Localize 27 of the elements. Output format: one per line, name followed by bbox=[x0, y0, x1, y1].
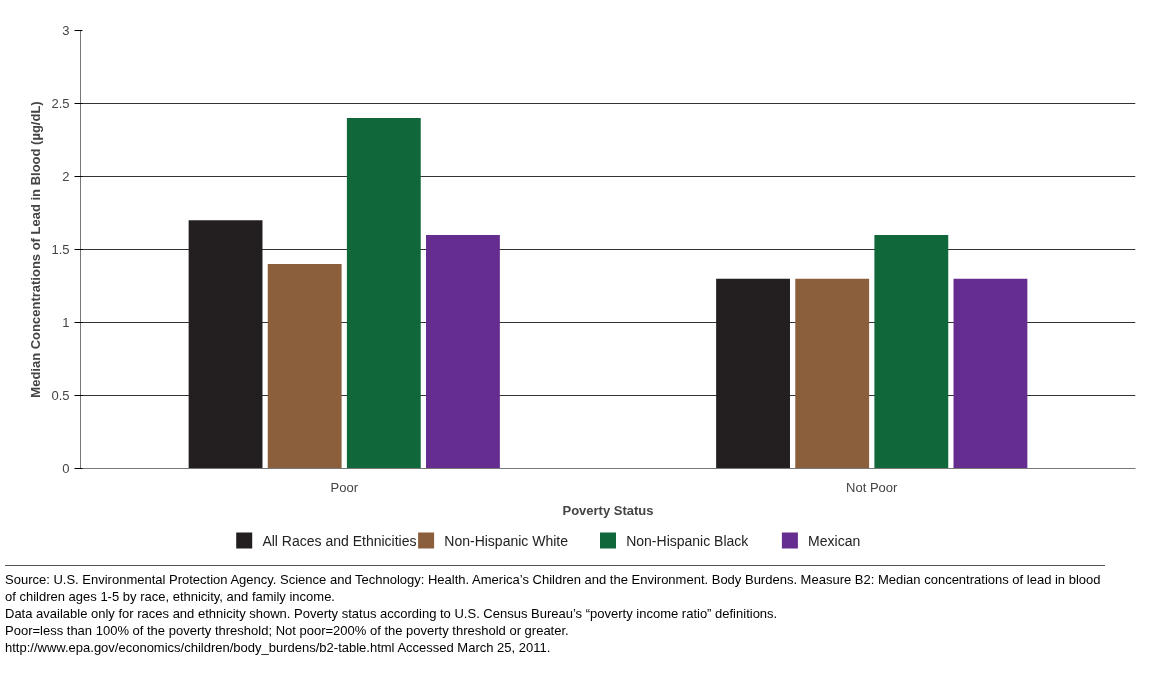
text: Poor=less than 100% of the poverty threshold; Not poor=200% of the poverty threshold or greater. bbox=[5, 622, 569, 638]
bar bbox=[795, 278, 870, 469]
y-tick-label: 1 bbox=[62, 315, 70, 330]
y-axis-title: Median Concentrations of Lead in Blood (µg/dL) bbox=[28, 101, 44, 398]
bar bbox=[874, 234, 949, 469]
y-tick-label: 0.5 bbox=[51, 388, 70, 403]
x-axis-title: Poverty Status bbox=[562, 502, 654, 518]
x-tick-label: Poor bbox=[330, 479, 359, 495]
bar bbox=[346, 118, 421, 469]
text: http://www.epa.gov/economics/children/body_burdens/b2-table.html Accessed March 25, 2011. bbox=[5, 639, 551, 655]
x-tick-label: Not Poor bbox=[846, 479, 899, 495]
bar bbox=[426, 234, 500, 469]
legend-label: Non-Hispanic Black bbox=[626, 532, 750, 549]
bar bbox=[267, 264, 342, 469]
source-note: Source: U.S. Environmental Protection Agency. Science and Technology: Health. America’s Children and the Environment. Body Burdens. Measure B2: Median concentrations of lead in blood of children ages 1-5 by race, ethnicity, and family income. bbox=[5, 572, 1101, 604]
y-tick-label: 1.5 bbox=[51, 242, 70, 257]
bar bbox=[953, 278, 1028, 469]
bar bbox=[188, 220, 263, 469]
y-tick-label: 0 bbox=[62, 461, 70, 476]
legend-label: Mexican bbox=[808, 532, 861, 549]
y-tick-label: 2.5 bbox=[51, 96, 70, 111]
text: Data available only for races and ethnicity shown. Poverty status according to U.S. Census Bureau’s “poverty income ratio” definitions. bbox=[5, 605, 778, 621]
y-tick-label: 2 bbox=[62, 169, 70, 184]
legend-label: All Races and Ethnicities bbox=[262, 532, 417, 549]
bar bbox=[716, 278, 790, 469]
legend-label: Non-Hispanic White bbox=[444, 532, 569, 549]
y-tick-label: 3 bbox=[62, 23, 70, 38]
